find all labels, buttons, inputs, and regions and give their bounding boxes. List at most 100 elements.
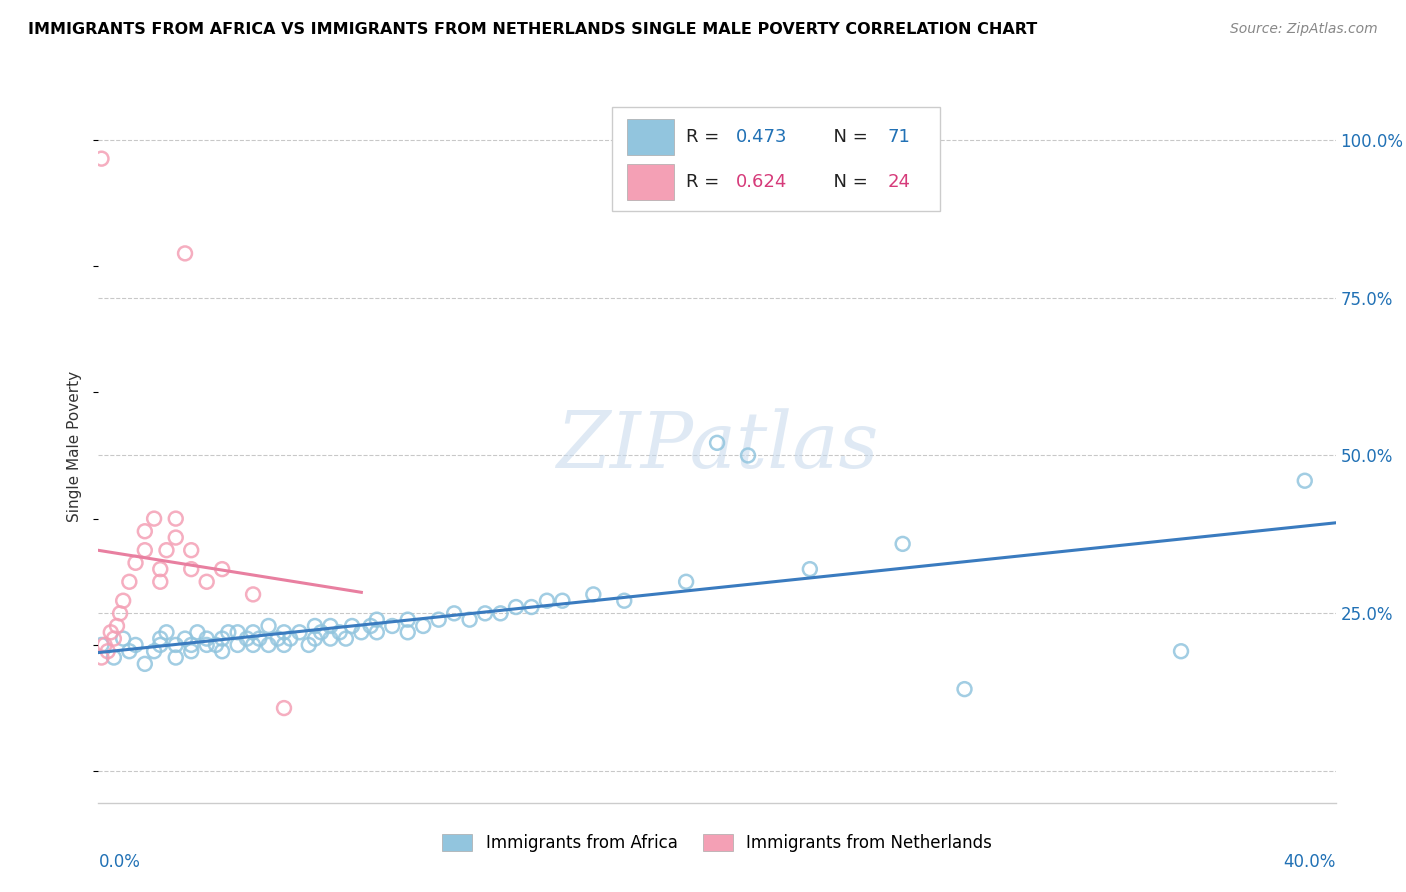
Point <box>335 632 357 646</box>
Point <box>112 632 135 646</box>
Point <box>278 632 301 646</box>
Point <box>90 650 112 665</box>
Point <box>247 632 270 646</box>
Point <box>195 574 218 589</box>
Text: IMMIGRANTS FROM AFRICA VS IMMIGRANTS FROM NETHERLANDS SINGLE MALE POVERTY CORREL: IMMIGRANTS FROM AFRICA VS IMMIGRANTS FRO… <box>28 22 1038 37</box>
Point <box>474 607 496 621</box>
Text: N =: N = <box>823 128 873 146</box>
Point <box>298 638 321 652</box>
Point <box>149 574 172 589</box>
Point <box>242 625 264 640</box>
Point <box>149 562 172 576</box>
Point <box>205 638 228 652</box>
Point <box>458 613 481 627</box>
Point <box>505 600 527 615</box>
Point <box>143 644 166 658</box>
Text: 0.624: 0.624 <box>735 173 787 191</box>
Point <box>706 435 728 450</box>
Point <box>536 593 558 607</box>
Point <box>551 593 574 607</box>
Point <box>211 632 233 646</box>
Point <box>304 619 326 633</box>
Point <box>103 632 125 646</box>
Point <box>134 543 156 558</box>
Point <box>226 625 249 640</box>
Point <box>242 587 264 601</box>
Point <box>675 574 697 589</box>
Point <box>180 543 202 558</box>
Point <box>329 625 352 640</box>
Point <box>180 638 202 652</box>
Point <box>100 625 122 640</box>
Point <box>143 511 166 525</box>
Point <box>105 619 128 633</box>
Point <box>257 638 280 652</box>
Point <box>180 644 202 658</box>
Text: 0.0%: 0.0% <box>98 853 141 871</box>
Point <box>412 619 434 633</box>
Point <box>381 619 404 633</box>
Point <box>520 600 543 615</box>
Point <box>242 638 264 652</box>
Point <box>97 644 120 658</box>
Point <box>273 625 295 640</box>
Point <box>304 632 326 646</box>
Point <box>396 625 419 640</box>
Point <box>155 625 177 640</box>
Point <box>134 524 156 539</box>
Point <box>90 152 112 166</box>
Point <box>319 619 342 633</box>
Point <box>366 613 388 627</box>
Point <box>613 593 636 607</box>
Point <box>799 562 821 576</box>
Point <box>489 607 512 621</box>
Legend: Immigrants from Africa, Immigrants from Netherlands: Immigrants from Africa, Immigrants from … <box>436 827 998 859</box>
Text: Source: ZipAtlas.com: Source: ZipAtlas.com <box>1230 22 1378 37</box>
FancyBboxPatch shape <box>612 107 939 211</box>
Point <box>165 511 187 525</box>
Point <box>118 574 141 589</box>
Point <box>165 650 187 665</box>
Point <box>124 638 146 652</box>
Text: N =: N = <box>823 173 873 191</box>
Point <box>103 650 125 665</box>
Y-axis label: Single Male Poverty: Single Male Poverty <box>67 370 83 522</box>
Point <box>891 537 914 551</box>
Point <box>174 632 197 646</box>
Point <box>267 632 290 646</box>
Point <box>93 638 115 652</box>
Point <box>217 625 239 640</box>
Point <box>236 632 259 646</box>
FancyBboxPatch shape <box>627 164 673 200</box>
Point <box>319 632 342 646</box>
Point <box>165 531 187 545</box>
Point <box>174 246 197 260</box>
Point <box>108 607 131 621</box>
Point <box>396 613 419 627</box>
Point <box>211 644 233 658</box>
Point <box>350 625 373 640</box>
Point <box>737 449 759 463</box>
Point <box>195 638 218 652</box>
Point <box>180 562 202 576</box>
Point <box>149 638 172 652</box>
Point <box>309 625 332 640</box>
Text: 40.0%: 40.0% <box>1284 853 1336 871</box>
Point <box>360 619 382 633</box>
Text: R =: R = <box>686 173 725 191</box>
Point <box>582 587 605 601</box>
Point <box>366 625 388 640</box>
Point <box>149 632 172 646</box>
Point <box>186 625 208 640</box>
Point <box>165 638 187 652</box>
Point <box>1294 474 1316 488</box>
Point <box>427 613 450 627</box>
Point <box>340 619 363 633</box>
Text: 71: 71 <box>887 128 911 146</box>
Point <box>257 619 280 633</box>
Point <box>112 593 135 607</box>
Point <box>211 562 233 576</box>
Text: 0.473: 0.473 <box>735 128 787 146</box>
Point <box>195 632 218 646</box>
Point <box>118 644 141 658</box>
